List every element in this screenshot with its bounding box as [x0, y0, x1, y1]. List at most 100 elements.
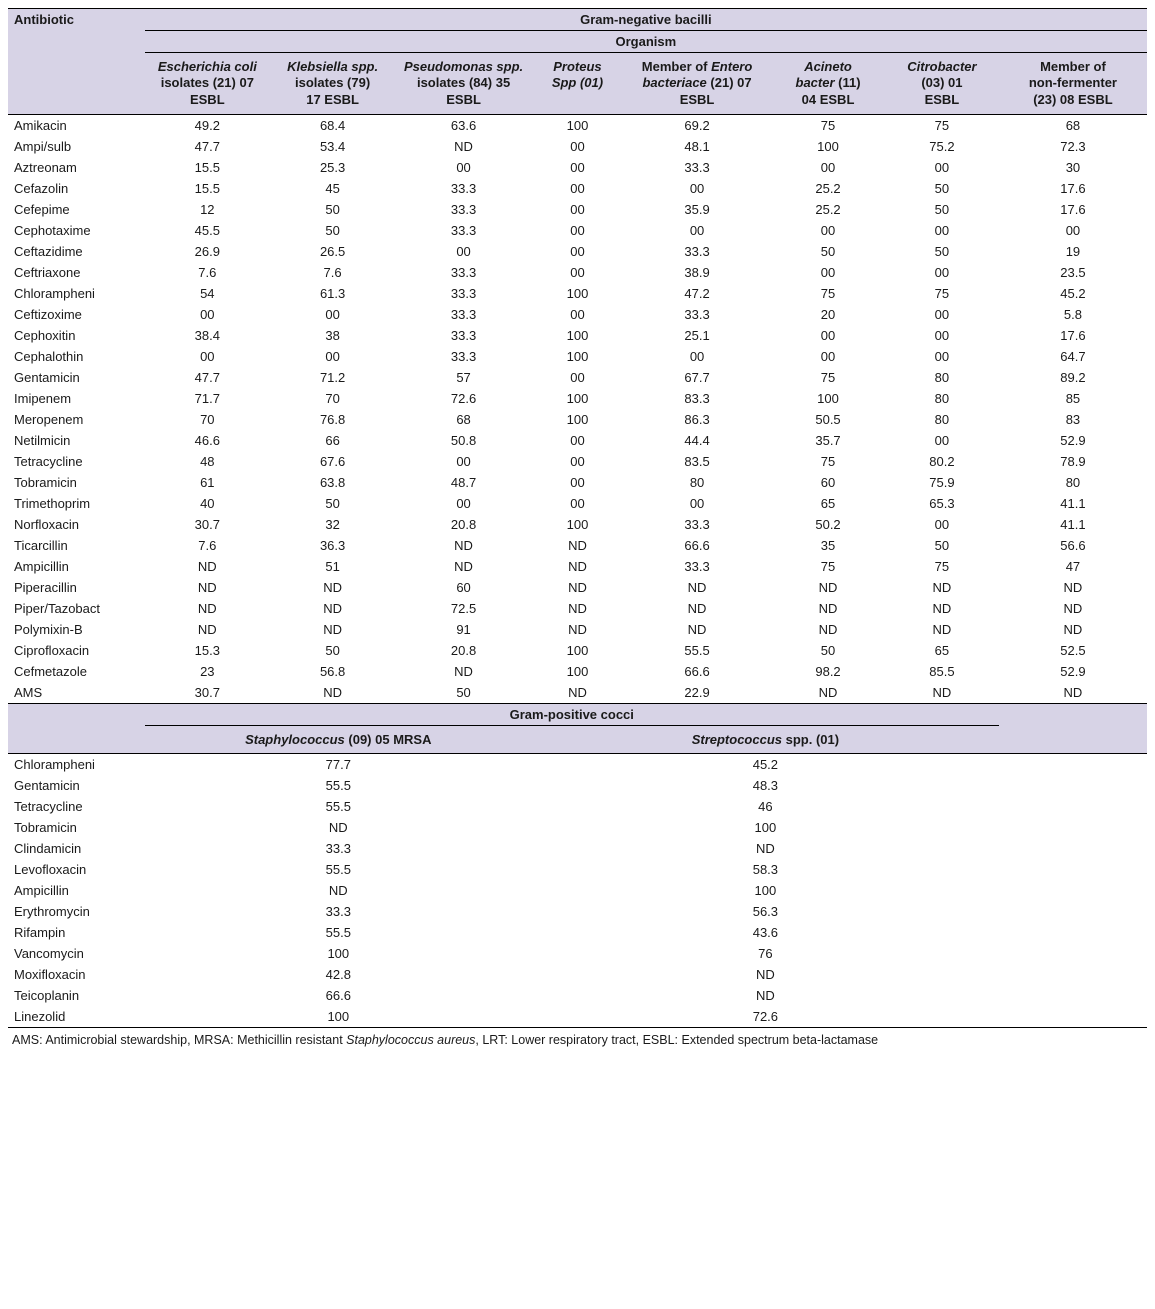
- value-cell: 75: [771, 114, 885, 136]
- value-cell: 50: [270, 640, 395, 661]
- antibiotic-cell: Ticarcillin: [8, 535, 145, 556]
- value-cell: ND: [270, 598, 395, 619]
- value-cell: 00: [395, 493, 532, 514]
- value-cell: 00: [771, 220, 885, 241]
- value-cell: 55.5: [145, 922, 532, 943]
- value-cell: 100: [532, 880, 999, 901]
- table-row: Ciprofloxacin15.35020.810055.5506552.5: [8, 640, 1147, 661]
- value-cell: 67.6: [270, 451, 395, 472]
- value-cell: 38.4: [145, 325, 270, 346]
- value-cell: 33.3: [395, 220, 532, 241]
- col-header-antibiotic: Antibiotic: [8, 9, 145, 115]
- value-cell: 15.5: [145, 178, 270, 199]
- value-cell: 75: [771, 451, 885, 472]
- value-cell: 45.2: [532, 753, 999, 775]
- value-cell: ND: [999, 682, 1147, 704]
- value-cell: 65: [771, 493, 885, 514]
- value-cell: 00: [532, 472, 623, 493]
- value-cell: 33.3: [623, 556, 771, 577]
- value-cell: 51: [270, 556, 395, 577]
- value-cell: ND: [145, 880, 532, 901]
- value-cell: ND: [145, 556, 270, 577]
- value-cell: 00: [771, 157, 885, 178]
- value-cell: 00: [532, 451, 623, 472]
- table-row: Ceftriaxone7.67.633.30038.9000023.5: [8, 262, 1147, 283]
- value-cell: 33.3: [395, 283, 532, 304]
- table-row: Trimethoprim40500000006565.341.1: [8, 493, 1147, 514]
- value-cell: 50: [885, 199, 999, 220]
- table-row: Cephoxitin38.43833.310025.1000017.6: [8, 325, 1147, 346]
- antibiotic-cell: Linezolid: [8, 1006, 145, 1028]
- table-row: PiperacillinNDND60NDNDNDNDND: [8, 577, 1147, 598]
- table-row: Rifampin55.543.6: [8, 922, 1147, 943]
- value-cell: ND: [532, 682, 623, 704]
- value-cell: ND: [532, 598, 623, 619]
- value-cell: 67.7: [623, 367, 771, 388]
- value-cell: 80: [885, 388, 999, 409]
- table-row: Ampi/sulb47.753.4ND0048.110075.272.3: [8, 136, 1147, 157]
- value-cell: 00: [771, 325, 885, 346]
- value-cell: 57: [395, 367, 532, 388]
- value-cell: 52.9: [999, 430, 1147, 451]
- table-row: Chlorampheni5461.333.310047.2757545.2: [8, 283, 1147, 304]
- value-cell: 76: [532, 943, 999, 964]
- spacer-cell: [999, 901, 1147, 922]
- value-cell: ND: [885, 682, 999, 704]
- col-header-gpc: Gram-positive cocci: [145, 703, 999, 725]
- value-cell: 7.6: [145, 535, 270, 556]
- value-cell: 83.5: [623, 451, 771, 472]
- value-cell: 17.6: [999, 325, 1147, 346]
- value-cell: 00: [885, 262, 999, 283]
- antibiotic-cell: Tobramicin: [8, 472, 145, 493]
- table-row: Cephalothin000033.310000000064.7: [8, 346, 1147, 367]
- value-cell: 50.5: [771, 409, 885, 430]
- value-cell: 26.9: [145, 241, 270, 262]
- value-cell: 52.9: [999, 661, 1147, 682]
- value-cell: 55.5: [145, 796, 532, 817]
- value-cell: 75: [885, 283, 999, 304]
- table-row: Norfloxacin30.73220.810033.350.20041.1: [8, 514, 1147, 535]
- value-cell: 00: [771, 262, 885, 283]
- value-cell: 80: [885, 409, 999, 430]
- footnote-row: AMS: Antimicrobial stewardship, MRSA: Me…: [8, 1027, 1147, 1051]
- value-cell: 00: [885, 430, 999, 451]
- value-cell: 00: [771, 346, 885, 367]
- value-cell: 75: [771, 367, 885, 388]
- spacer-cell: [999, 753, 1147, 775]
- value-cell: 61: [145, 472, 270, 493]
- value-cell: 76.8: [270, 409, 395, 430]
- value-cell: ND: [532, 556, 623, 577]
- value-cell: 47.2: [623, 283, 771, 304]
- value-cell: 30.7: [145, 682, 270, 704]
- antibiotic-cell: Cefmetazole: [8, 661, 145, 682]
- value-cell: ND: [771, 577, 885, 598]
- gpc-organism-row: Staphylococcus (09) 05 MRSA Streptococcu…: [8, 725, 1147, 753]
- value-cell: 41.1: [999, 493, 1147, 514]
- value-cell: 70: [270, 388, 395, 409]
- value-cell: 48.3: [532, 775, 999, 796]
- gpc-data-body: Chlorampheni77.745.2Gentamicin55.548.3Te…: [8, 753, 1147, 1027]
- gpc-org-0: Staphylococcus (09) 05 MRSA: [145, 725, 532, 753]
- value-cell: 12: [145, 199, 270, 220]
- table-row: Teicoplanin66.6ND: [8, 985, 1147, 1006]
- antibiotic-cell: Cefazolin: [8, 178, 145, 199]
- spacer-cell: [999, 880, 1147, 901]
- antibiotic-cell: Ciprofloxacin: [8, 640, 145, 661]
- antibiotic-cell: Tetracycline: [8, 796, 145, 817]
- value-cell: 00: [885, 514, 999, 535]
- value-cell: 20: [771, 304, 885, 325]
- table-row: Tetracycline55.546: [8, 796, 1147, 817]
- value-cell: 48.1: [623, 136, 771, 157]
- value-cell: ND: [145, 619, 270, 640]
- value-cell: 00: [623, 178, 771, 199]
- value-cell: 50.8: [395, 430, 532, 451]
- value-cell: 36.3: [270, 535, 395, 556]
- value-cell: 17.6: [999, 178, 1147, 199]
- value-cell: 00: [885, 304, 999, 325]
- value-cell: 00: [885, 346, 999, 367]
- value-cell: 47.7: [145, 367, 270, 388]
- header-row-organisms: Escherichia coliisolates (21) 07ESBL Kle…: [8, 53, 1147, 115]
- spacer-cell: [999, 859, 1147, 880]
- table-row: Netilmicin46.66650.80044.435.70052.9: [8, 430, 1147, 451]
- value-cell: 54: [145, 283, 270, 304]
